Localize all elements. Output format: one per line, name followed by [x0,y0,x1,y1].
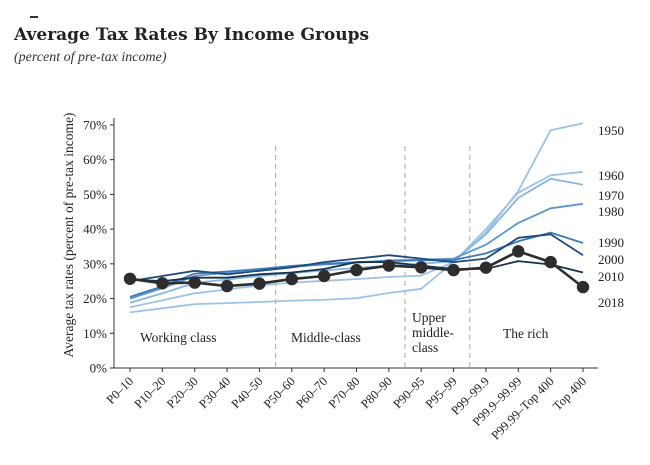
series-label-1960: 1960 [598,168,624,183]
y-tick-label: 50% [83,187,107,202]
data-point-2018 [220,279,234,293]
series-label-2000: 2000 [598,252,624,267]
series-label-1970: 1970 [598,188,624,203]
y-tick-label: 40% [83,222,107,237]
data-point-2018 [544,255,557,269]
region-label: Middle-class [291,330,361,345]
series-label-1980: 1980 [598,204,624,219]
series-line-1960 [129,170,584,309]
series-label-1990: 1990 [598,235,624,250]
x-tick-label: P40–50 [229,374,266,411]
x-tick-label: P30–40 [196,374,233,411]
data-point-2018 [479,261,493,274]
data-point-2018 [253,277,266,290]
data-point-2018 [123,272,137,285]
x-tick-label: P70–80 [326,374,363,411]
data-point-2018 [350,263,363,277]
data-point-2018 [382,259,396,272]
data-point-2018 [415,261,428,274]
data-point-2018 [156,277,169,290]
region-label: middle- [412,325,454,340]
y-tick-label: 70% [83,117,107,132]
series-line-2010 [129,260,584,283]
data-point-2018 [512,245,525,258]
region-label: Working class [140,330,217,345]
y-tick-label: 60% [83,152,107,167]
y-tick-label: 30% [83,256,107,271]
y-tick-label: 0% [90,361,108,376]
series-label-1950: 1950 [598,123,624,138]
data-point-2018 [285,272,298,286]
data-point-2018 [188,276,201,289]
region-label: The rich [503,326,549,341]
series-line-2000 [129,233,584,283]
x-tick-label: P90–95 [390,374,427,411]
y-tick-label: 20% [83,291,107,306]
x-tick-label: P10–20 [132,374,169,411]
header-mark [30,16,38,18]
x-tick-label: P20–30 [164,374,201,411]
data-point-2018 [447,263,460,277]
region-label: Upper [412,310,446,325]
x-tick-label: P80–90 [358,374,395,411]
x-tick-label: P60–70 [293,374,330,411]
x-tick-label: P50–60 [261,374,298,411]
region-label: class [412,340,438,355]
series-label-2010: 2010 [598,269,624,284]
data-point-2018 [576,280,590,294]
y-axis-label: Average tax rates (percent of pre-tax in… [61,113,76,358]
chart-subtitle: (percent of pre-tax income) [14,50,167,65]
data-point-2018 [317,269,331,283]
series-label-2018: 2018 [598,295,624,310]
chart-title: Average Tax Rates By Income Groups [14,25,370,45]
x-tick-label: Top 400 [550,374,589,413]
y-tick-label: 10% [83,326,107,341]
